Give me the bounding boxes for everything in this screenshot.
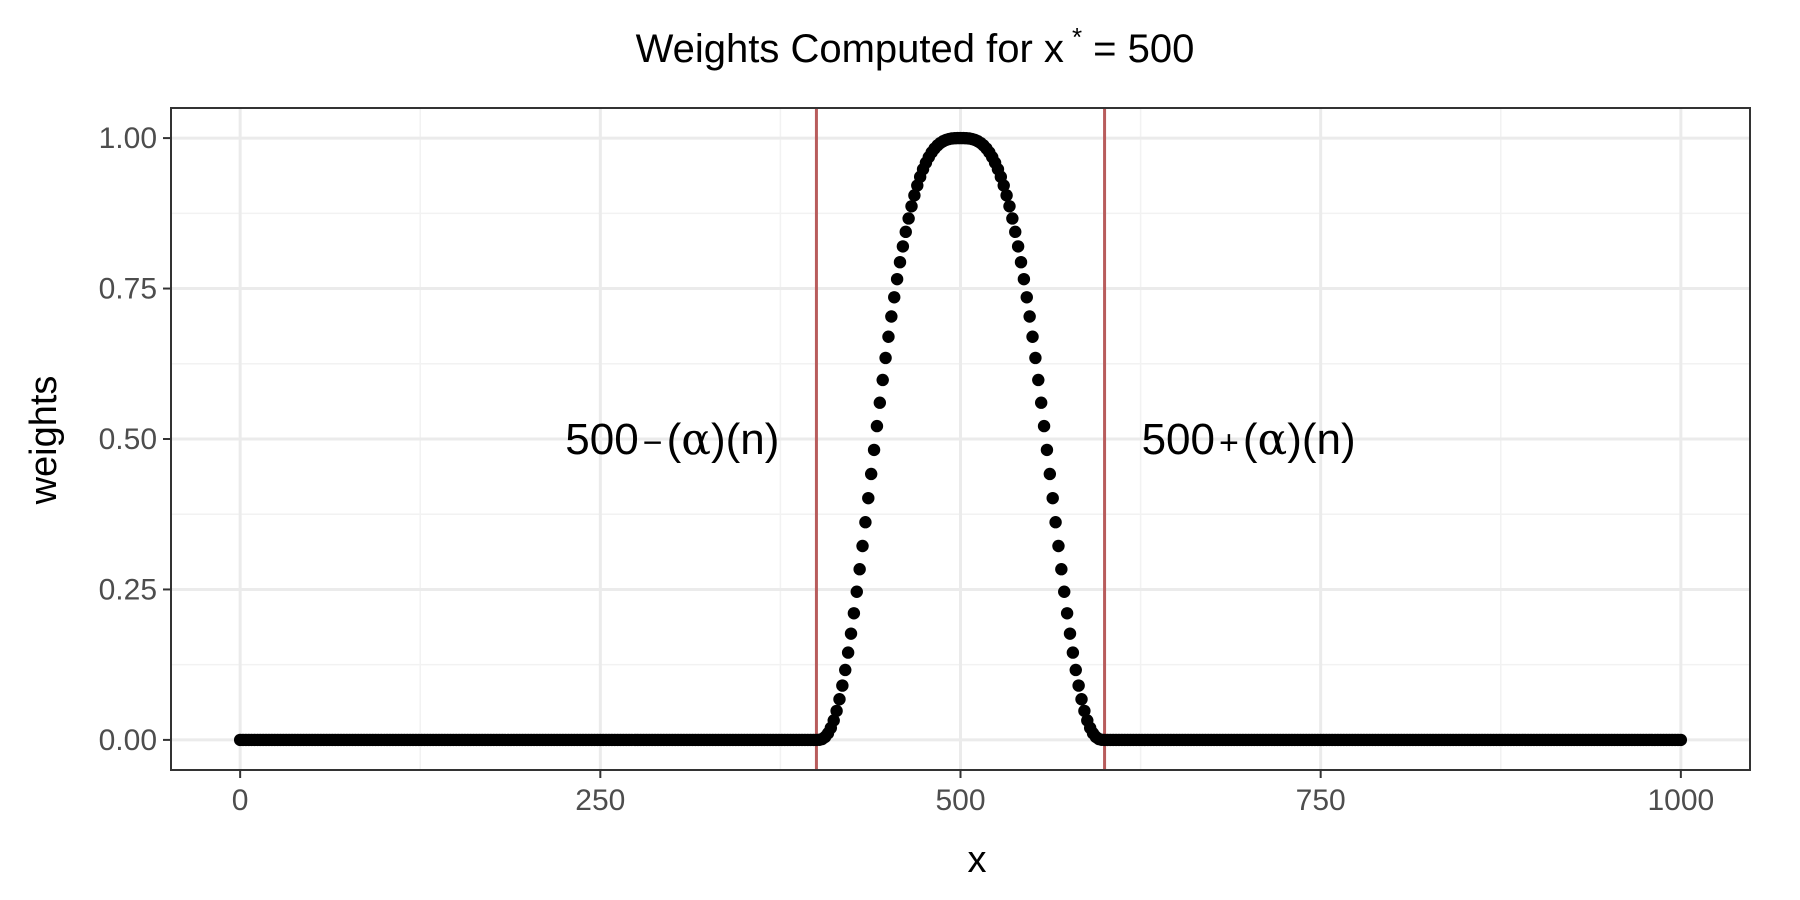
- y-tick-label: 0.00: [99, 724, 157, 757]
- data-point: [1055, 563, 1068, 576]
- data-point: [893, 255, 907, 269]
- annotations: 500 −(α)(n) 500 +(α)(n): [565, 414, 1355, 465]
- data-point: [873, 396, 887, 409]
- x-tick-label: 750: [1296, 784, 1346, 817]
- data-point: [1046, 491, 1059, 505]
- annotation-upper-bound: 500 +(α)(n): [1142, 414, 1356, 465]
- data-point: [899, 225, 912, 239]
- data-point: [1674, 733, 1688, 747]
- annotation-paren: (: [667, 415, 682, 464]
- data-point: [830, 704, 843, 718]
- reference-lines: [814, 108, 1107, 770]
- data-point: [862, 491, 875, 505]
- data-point: [876, 373, 889, 387]
- data-point: [1023, 310, 1036, 323]
- annotation-paren: (: [1243, 415, 1258, 464]
- data-point: [1037, 419, 1051, 433]
- data-point: [1060, 607, 1074, 620]
- annotation-alpha: α: [681, 414, 711, 465]
- grid-lines: [171, 108, 1750, 770]
- x-tick-label: 1000: [1647, 784, 1714, 817]
- data-point: [1017, 272, 1031, 286]
- annotation-n: n: [1317, 415, 1341, 464]
- data-point: [1049, 516, 1062, 529]
- x-tick-label: 0: [232, 784, 249, 817]
- data-point: [1032, 373, 1045, 387]
- y-tick-label: 1.00: [99, 122, 157, 155]
- chart-title-superscript: *: [1072, 22, 1082, 52]
- y-tick-label: 0.75: [99, 273, 157, 306]
- x-tick-label: 500: [935, 784, 985, 817]
- data-point: [836, 679, 849, 692]
- data-point: [867, 443, 881, 457]
- data-point: [1020, 291, 1033, 304]
- data-point: [908, 189, 921, 202]
- data-point: [839, 663, 852, 677]
- y-tick-label: 0.25: [99, 573, 157, 606]
- data-point: [902, 212, 915, 225]
- data-point: [856, 539, 869, 553]
- data-point: [859, 516, 872, 529]
- annotation-operator: −: [643, 424, 663, 462]
- data-point: [1043, 467, 1057, 481]
- data-point: [1066, 646, 1080, 659]
- data-point: [847, 607, 861, 620]
- data-point: [1058, 585, 1071, 598]
- data-point: [850, 585, 863, 598]
- data-point: [827, 714, 840, 727]
- annotation-lower-bound: 500 −(α)(n): [565, 414, 779, 465]
- data-point: [1000, 189, 1013, 202]
- data-point: [896, 240, 910, 253]
- data-point: [905, 200, 918, 213]
- data-point: [885, 310, 898, 323]
- annotation-paren: )(: [711, 415, 741, 464]
- x-axis-title: x: [968, 839, 987, 881]
- annotation-paren: )(: [1287, 415, 1317, 464]
- data-point: [1014, 255, 1028, 269]
- data-point: [870, 419, 884, 433]
- data-point: [1040, 443, 1054, 457]
- chart-title-suffix: = 500: [1082, 27, 1194, 71]
- data-point: [1026, 330, 1039, 343]
- data-point: [841, 646, 855, 659]
- y-axis-ticks: 0.00 0.25 0.50 0.75 1.00: [99, 122, 171, 757]
- data-point: [1052, 539, 1065, 553]
- x-axis-ticks: 0 250 500 750 1000: [232, 770, 1714, 817]
- data-point: [1078, 704, 1091, 718]
- data-point: [853, 563, 866, 576]
- data-point: [1075, 693, 1088, 706]
- data-point: [833, 693, 846, 706]
- chart-title-main: Weights Computed for x: [636, 27, 1064, 71]
- data-point: [1063, 627, 1077, 640]
- annotation-paren: ): [765, 415, 780, 464]
- chart-title: Weights Computed for x * = 500: [636, 22, 1195, 71]
- annotation-paren: ): [1341, 415, 1356, 464]
- data-point: [844, 627, 858, 640]
- data-point: [1003, 200, 1016, 213]
- annotation-alpha: α: [1258, 414, 1288, 465]
- annotation-number: 500: [565, 415, 638, 464]
- y-tick-label: 0.50: [99, 423, 157, 456]
- data-point: [882, 330, 895, 343]
- data-point: [864, 467, 878, 481]
- annotation-operator: +: [1219, 424, 1239, 462]
- data-point: [1029, 351, 1042, 365]
- data-point: [997, 179, 1010, 192]
- data-point: [890, 272, 904, 286]
- data-point: [1069, 663, 1082, 677]
- annotation-n: n: [740, 415, 764, 464]
- data-point: [1009, 225, 1022, 239]
- data-point: [1072, 679, 1085, 692]
- data-point: [879, 351, 892, 365]
- annotation-number: 500: [1142, 415, 1215, 464]
- x-tick-label: 250: [575, 784, 625, 817]
- data-point: [1011, 240, 1025, 253]
- data-points: [233, 131, 1688, 747]
- y-axis-title: weights: [23, 376, 65, 506]
- data-point: [888, 291, 901, 304]
- data-point: [1034, 396, 1048, 409]
- data-point: [1006, 212, 1019, 225]
